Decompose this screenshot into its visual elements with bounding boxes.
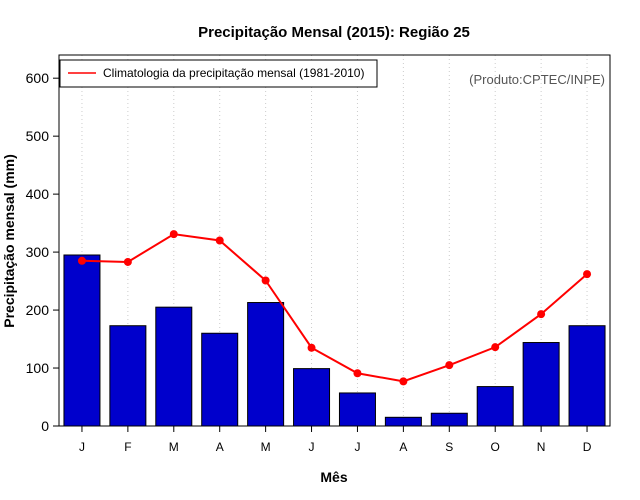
climatology-point-4	[261, 276, 270, 285]
bar-4	[247, 302, 285, 427]
climatology-point-0	[77, 256, 86, 265]
y-tick-label: 100	[26, 360, 50, 376]
y-tick-label: 0	[41, 418, 49, 434]
bars	[63, 254, 606, 427]
x-tick-label: A	[216, 440, 224, 454]
climatology-point-1	[123, 257, 132, 266]
x-tick-label: D	[583, 440, 592, 454]
bar-1	[109, 325, 147, 427]
y-tick-label: 500	[26, 128, 50, 144]
x-axis-label: Mês	[320, 469, 347, 485]
legend-box	[59, 59, 378, 88]
x-tick-label: J	[79, 440, 85, 454]
x-tick-label: A	[399, 440, 407, 454]
x-tick-label: S	[445, 440, 453, 454]
source-annotation: (Produto:CPTEC/INPE)	[469, 72, 605, 87]
bar-11	[568, 325, 606, 427]
x-tick-label: M	[261, 440, 271, 454]
x-tick-label: J	[309, 440, 315, 454]
climatology-point-9	[491, 343, 500, 352]
x-tick-label: F	[124, 440, 131, 454]
climatology-series	[77, 230, 592, 386]
bar-9	[476, 386, 514, 427]
bar-8	[430, 412, 468, 427]
y-tick-label: 600	[26, 70, 50, 86]
y-tick-label: 200	[26, 302, 50, 318]
y-tick-label: 300	[26, 244, 50, 260]
climatology-point-5	[307, 343, 316, 352]
bar-10	[522, 342, 560, 427]
bar-2	[155, 306, 193, 427]
climatology-point-6	[353, 369, 362, 378]
plot-frame	[58, 54, 611, 427]
bar-7	[384, 416, 422, 427]
chart-title: Precipitação Mensal (2015): Região 25	[198, 24, 470, 41]
climatology-point-8	[445, 361, 454, 370]
climatology-point-11	[583, 270, 592, 279]
climatology-point-10	[537, 310, 546, 319]
climatology-point-2	[169, 230, 178, 239]
bar-3	[201, 332, 239, 427]
y-axis-label: Precipitação mensal (mm)	[1, 154, 17, 328]
x-tick-label: M	[169, 440, 179, 454]
bar-6	[338, 392, 376, 427]
y-axis: 0 100 200 300 400 500 600	[26, 70, 59, 434]
x-tick-label: J	[354, 440, 360, 454]
climatology-line	[81, 233, 588, 383]
y-tick-label: 400	[26, 186, 50, 202]
bar-5	[293, 368, 331, 427]
climatology-point-3	[215, 236, 224, 245]
bar-0	[63, 254, 101, 427]
x-tick-label: O	[491, 440, 500, 454]
legend-label: Climatologia da precipitação mensal (198…	[103, 66, 364, 80]
climatology-point-7	[399, 377, 408, 386]
legend: Climatologia da precipitação mensal (198…	[59, 59, 378, 88]
x-tick-label: N	[537, 440, 546, 454]
